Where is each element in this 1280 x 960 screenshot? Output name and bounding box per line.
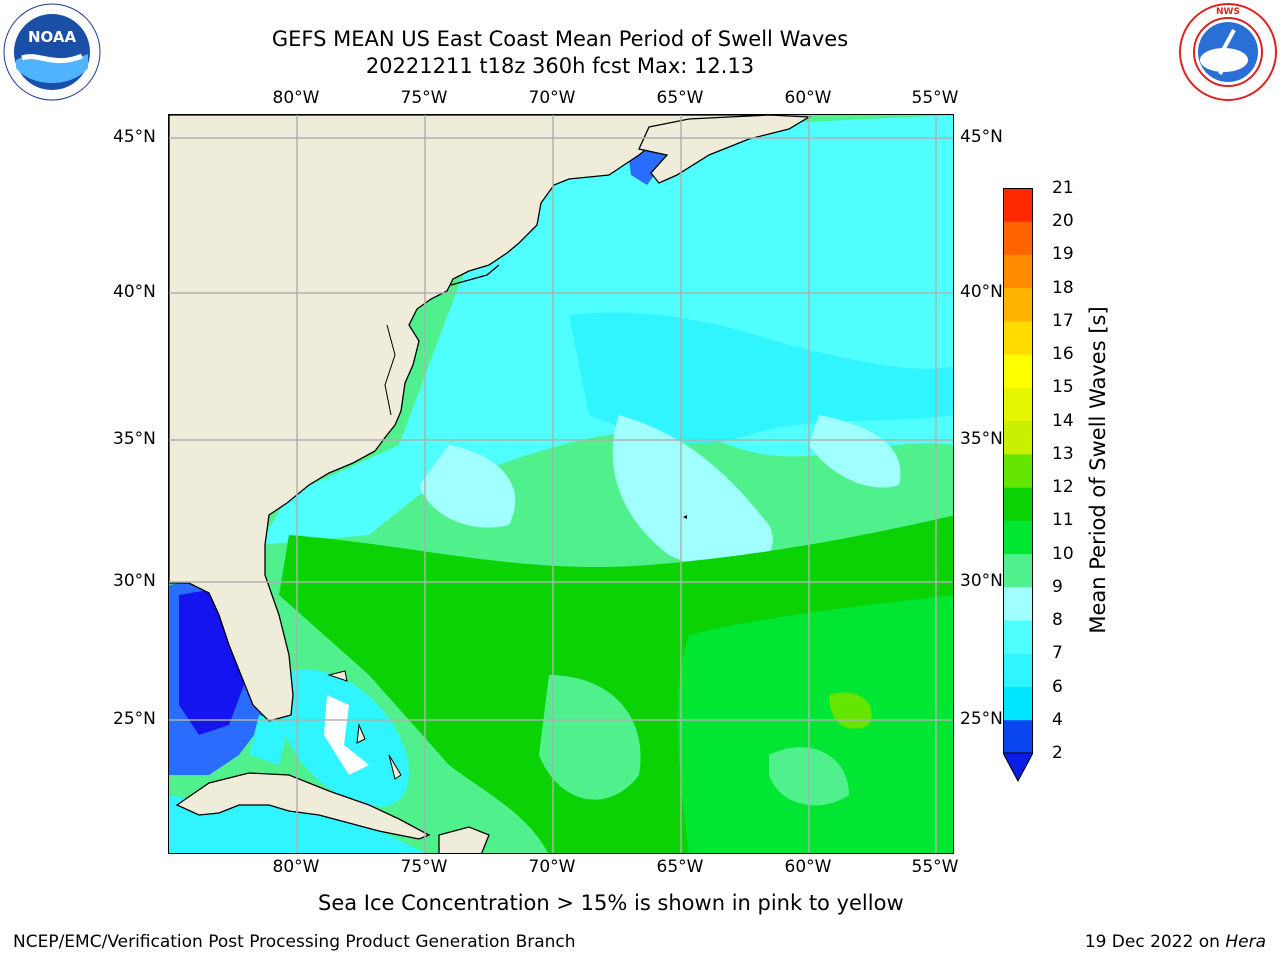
colorbar-band <box>1003 188 1033 222</box>
lat-label-left-25n: 25°N <box>113 709 156 729</box>
lat-label-right-25n: 25°N <box>960 709 1003 729</box>
colorbar-tick-label: 10 <box>1052 543 1074 564</box>
colorbar-tick-label: 6 <box>1052 676 1063 697</box>
lat-label-left-30n: 30°N <box>113 571 156 591</box>
colorbar-band <box>1003 221 1033 255</box>
colorbar-underflow-triangle <box>1003 752 1033 783</box>
map-panel <box>168 114 954 854</box>
map-title: GEFS MEAN US East Coast Mean Period of S… <box>271 27 849 51</box>
lon-label-top-75w: 75°W <box>400 88 448 108</box>
colorbar-outline <box>1003 188 1033 754</box>
colorbar-band <box>1003 354 1033 388</box>
map-subtitle: 20221211 t18z 360h fcst Max: 12.13 <box>365 54 755 78</box>
machine-name: Hera <box>1225 932 1266 952</box>
colorbar-band <box>1003 287 1033 322</box>
swell-zone-lightgreen-1 <box>539 675 641 800</box>
swell-zone-brightgreen <box>677 595 953 853</box>
colorbar <box>1003 188 1033 783</box>
colorbar-tick-label: 19 <box>1052 244 1074 265</box>
colorbar-band <box>1003 719 1033 754</box>
svg-text:NOAA: NOAA <box>28 28 77 46</box>
colorbar-tick-label: 7 <box>1052 643 1063 664</box>
land-hispaniola <box>438 826 490 853</box>
swell-zone-cyan-central <box>569 312 953 444</box>
colorbar-tick-label: 21 <box>1052 178 1074 198</box>
lat-label-right-45n: 45°N <box>960 127 1003 147</box>
date-text: 19 Dec 2022 on <box>1084 932 1226 952</box>
colorbar-band <box>1003 653 1033 688</box>
swell-zone-gulf-deepblue <box>179 590 244 735</box>
colorbar-tick-label: 17 <box>1052 310 1074 331</box>
lon-label-bottom-75w: 75°W <box>400 857 448 877</box>
land-cuba <box>175 772 431 840</box>
colorbar-band <box>1003 387 1033 422</box>
land-bermuda <box>683 515 687 519</box>
colorbar-band <box>1003 254 1033 289</box>
lon-label-bottom-55w: 55°W <box>911 857 959 877</box>
land-bahamas-3 <box>388 754 402 780</box>
colorbar-tick-label: 2 <box>1052 743 1063 763</box>
land-bahamas-2 <box>356 723 366 744</box>
svg-text:NWS: NWS <box>1216 7 1240 17</box>
lon-label-top-70w: 70°W <box>528 88 576 108</box>
swell-zone-lightcyan-1 <box>612 415 773 570</box>
lat-label-right-40n: 40°N <box>960 282 1003 302</box>
colorbar-band <box>1003 586 1033 621</box>
colorbar-band <box>1003 453 1033 488</box>
lon-label-bottom-60w: 60°W <box>784 857 832 877</box>
colorbar-tick-label: 16 <box>1052 344 1074 365</box>
credit-text: NCEP/EMC/Verification Post Processing Pr… <box>13 932 576 952</box>
lat-label-right-35n: 35°N <box>960 429 1003 449</box>
swell-zone-lightcyan-2 <box>419 445 516 528</box>
lat-label-left-40n: 40°N <box>113 282 156 302</box>
lon-label-top-80w: 80°W <box>272 88 320 108</box>
lon-label-bottom-80w: 80°W <box>272 857 320 877</box>
coast-chesapeake <box>384 324 396 416</box>
swell-zone-lightcyan-3 <box>809 415 901 488</box>
land-north-america <box>169 115 783 722</box>
colorbar-tick-label: 12 <box>1052 477 1074 498</box>
lat-label-left-45n: 45°N <box>113 127 156 147</box>
graticule <box>169 115 953 853</box>
colorbar-band <box>1003 320 1033 355</box>
nws-logo: NWS <box>1179 3 1277 101</box>
colorbar-tick-label: 18 <box>1052 277 1074 298</box>
colorbar-tick-label: 11 <box>1052 510 1074 531</box>
colorbar-tick-label: 20 <box>1052 211 1074 232</box>
colorbar-band <box>1003 520 1033 555</box>
coast-long-island <box>450 264 500 286</box>
colorbar-tick-label: 15 <box>1052 377 1074 398</box>
colorbar-band <box>1003 686 1033 721</box>
lon-label-top-55w: 55°W <box>911 88 959 108</box>
colorbar-tick-label: 4 <box>1052 709 1063 730</box>
sea-ice-note: Sea Ice Concentration > 15% is shown in … <box>318 891 904 915</box>
map-canvas <box>169 115 953 853</box>
lon-label-bottom-65w: 65°W <box>656 857 704 877</box>
lat-label-right-30n: 30°N <box>960 571 1003 591</box>
lon-label-top-60w: 60°W <box>784 88 832 108</box>
lon-label-top-65w: 65°W <box>656 88 704 108</box>
colorbar-tick-label: 14 <box>1052 410 1074 431</box>
lat-label-left-35n: 35°N <box>113 429 156 449</box>
date-stamp: 19 Dec 2022 on Hera <box>1085 932 1266 952</box>
colorbar-label: Mean Period of Swell Waves [s] <box>1086 306 1110 634</box>
swell-zone-florida-straits <box>249 715 289 765</box>
colorbar-tick-label: 8 <box>1052 610 1063 631</box>
colorbar-band <box>1003 487 1033 521</box>
colorbar-band <box>1003 620 1033 654</box>
colorbar-band <box>1003 553 1033 588</box>
lon-label-bottom-70w: 70°W <box>528 857 576 877</box>
noaa-logo: NOAA <box>3 3 101 101</box>
colorbar-band <box>1003 420 1033 455</box>
land-bahamas-1 <box>327 670 348 682</box>
colorbar-tick-label: 13 <box>1052 443 1074 464</box>
swell-zone-bahamas-white <box>324 695 369 775</box>
colorbar-tick-label: 9 <box>1052 576 1063 597</box>
